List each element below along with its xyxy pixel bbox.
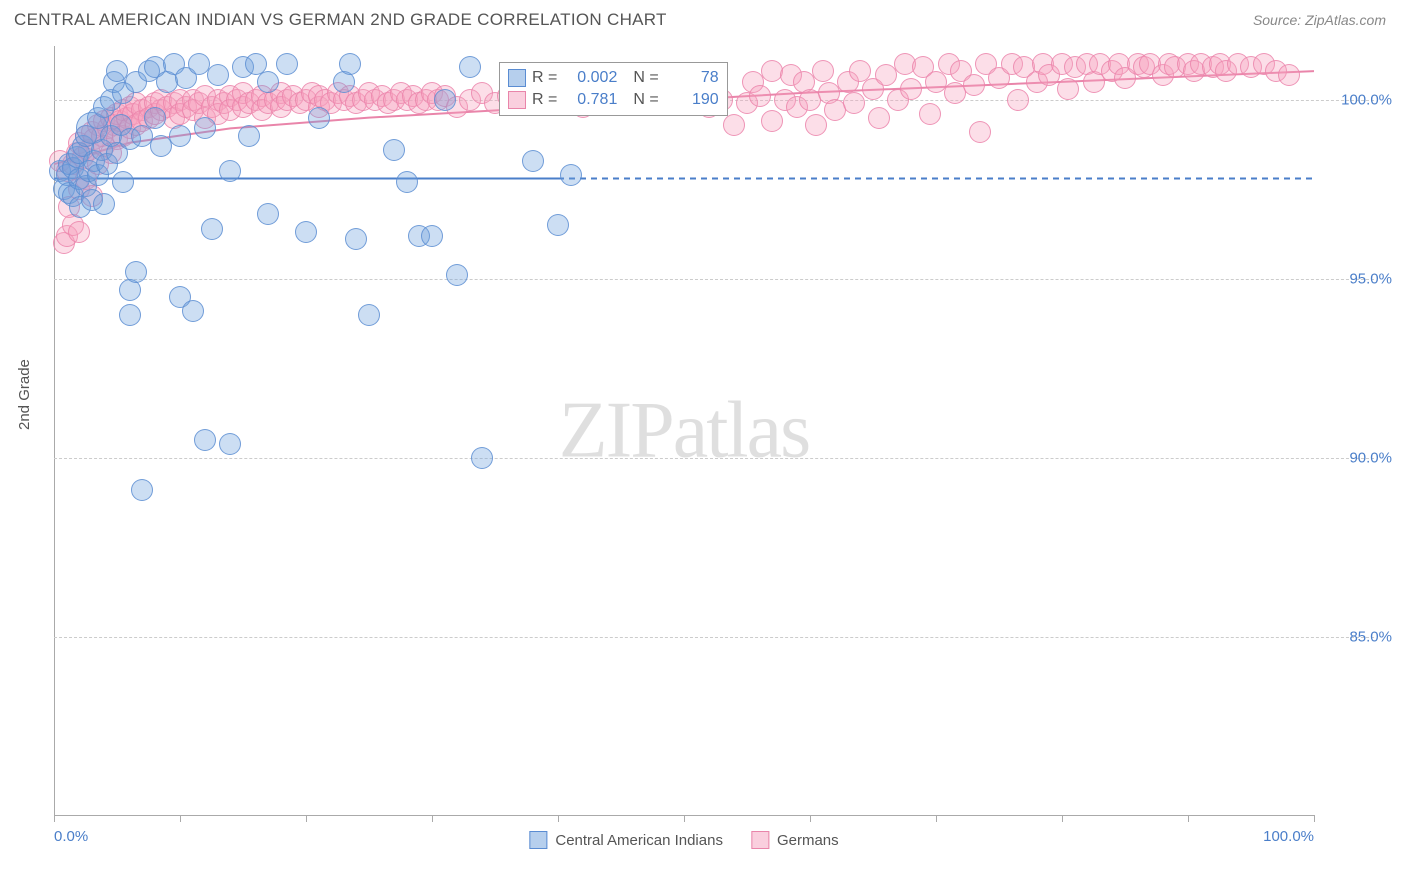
- x-axis-min-label: 0.0%: [54, 828, 88, 845]
- legend-label-blue: Central American Indians: [555, 832, 723, 849]
- scatter-point: [207, 64, 229, 86]
- chart-title: CENTRAL AMERICAN INDIAN VS GERMAN 2ND GR…: [14, 10, 667, 30]
- scatter-point: [194, 429, 216, 451]
- scatter-point: [749, 85, 771, 107]
- legend-label-pink: Germans: [777, 832, 839, 849]
- scatter-point: [522, 150, 544, 172]
- x-tick: [810, 815, 811, 822]
- scatter-point: [131, 479, 153, 501]
- x-tick: [684, 815, 685, 822]
- scatter-point: [868, 107, 890, 129]
- scatter-point: [805, 114, 827, 136]
- scatter-point: [201, 218, 223, 240]
- scatter-point: [843, 92, 865, 114]
- x-tick: [1314, 815, 1315, 822]
- x-tick: [432, 815, 433, 822]
- scatter-point: [434, 89, 456, 111]
- scatter-point: [471, 447, 493, 469]
- x-tick: [936, 815, 937, 822]
- scatter-point: [257, 203, 279, 225]
- chart-legend: Central American Indians Germans: [529, 831, 838, 849]
- y-tick-label: 90.0%: [1322, 449, 1392, 466]
- x-tick: [180, 815, 181, 822]
- stats-r-label: R =: [532, 69, 557, 87]
- scatter-point: [68, 221, 90, 243]
- scatter-point: [383, 139, 405, 161]
- scatter-point: [169, 125, 191, 147]
- legend-swatch-pink: [751, 831, 769, 849]
- scatter-point: [238, 125, 260, 147]
- scatter-point: [358, 304, 380, 326]
- scatter-point: [560, 164, 582, 186]
- source-attribution: Source: ZipAtlas.com: [1253, 12, 1386, 28]
- scatter-point: [295, 221, 317, 243]
- x-tick: [306, 815, 307, 822]
- scatter-point: [345, 228, 367, 250]
- stats-n-value: 190: [665, 91, 719, 109]
- legend-item-pink: Germans: [751, 831, 839, 849]
- scatter-point: [761, 110, 783, 132]
- scatter-point: [182, 300, 204, 322]
- scatter-point: [812, 60, 834, 82]
- x-axis-max-label: 100.0%: [1263, 828, 1314, 845]
- scatter-point: [421, 225, 443, 247]
- scatter-point: [547, 214, 569, 236]
- stats-swatch-blue: [508, 69, 526, 87]
- scatter-point: [125, 261, 147, 283]
- stats-row: R = 0.002 N = 78: [508, 67, 719, 89]
- stats-r-value: 0.002: [563, 69, 617, 87]
- legend-swatch-blue: [529, 831, 547, 849]
- scatter-point: [308, 107, 330, 129]
- scatter-point: [119, 304, 141, 326]
- x-tick: [558, 815, 559, 822]
- stats-r-value: 0.781: [563, 91, 617, 109]
- chart-plot-area: ZIPatlas 85.0%90.0%95.0%100.0% R =0.002N…: [54, 46, 1314, 816]
- scatter-point: [219, 433, 241, 455]
- stats-row: R = 0.781 N = 190: [508, 89, 719, 111]
- y-tick-label: 95.0%: [1322, 270, 1392, 287]
- scatter-point: [1278, 64, 1300, 86]
- y-tick-label: 100.0%: [1322, 91, 1392, 108]
- scatter-point: [969, 121, 991, 143]
- stats-n-label: N =: [633, 69, 658, 87]
- scatter-point: [219, 160, 241, 182]
- x-tick: [1062, 815, 1063, 822]
- scatter-point: [446, 264, 468, 286]
- scatter-point: [339, 53, 361, 75]
- scatter-point: [396, 171, 418, 193]
- scatter-point: [459, 56, 481, 78]
- scatter-point: [194, 117, 216, 139]
- x-tick: [54, 815, 55, 822]
- scatter-point: [919, 103, 941, 125]
- scatter-point: [257, 71, 279, 93]
- stats-swatch-pink: [508, 91, 526, 109]
- x-tick: [1188, 815, 1189, 822]
- scatter-point: [900, 78, 922, 100]
- scatter-points-container: [54, 46, 1314, 815]
- scatter-point: [963, 74, 985, 96]
- scatter-point: [112, 171, 134, 193]
- scatter-point: [93, 193, 115, 215]
- stats-n-value: 78: [665, 69, 719, 87]
- y-tick-label: 85.0%: [1322, 628, 1392, 645]
- scatter-point: [276, 53, 298, 75]
- y-axis-label: 2nd Grade: [16, 359, 33, 430]
- scatter-point: [1057, 78, 1079, 100]
- chart-header: CENTRAL AMERICAN INDIAN VS GERMAN 2ND GR…: [0, 0, 1406, 34]
- stats-n-label: N =: [633, 91, 658, 109]
- stats-r-label: R =: [532, 91, 557, 109]
- legend-item-blue: Central American Indians: [529, 831, 723, 849]
- scatter-point: [1007, 89, 1029, 111]
- correlation-stats-box: R = 0.002 N = 78 R = 0.781 N = 190: [499, 62, 728, 116]
- scatter-point: [144, 107, 166, 129]
- scatter-point: [723, 114, 745, 136]
